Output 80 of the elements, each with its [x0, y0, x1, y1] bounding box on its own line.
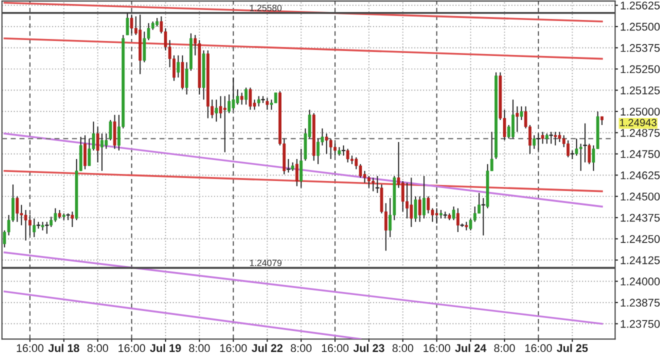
candlestick [240, 92, 244, 106]
candlestick [342, 144, 346, 156]
x-tick-label: 8:00 [189, 344, 210, 352]
y-tick-label: 1.25125 [620, 86, 660, 94]
candlestick [244, 87, 248, 106]
candlestick [286, 158, 290, 174]
candlestick [410, 177, 413, 228]
candlestick [401, 180, 404, 212]
candlestick [316, 138, 320, 165]
x-tick-label: Jul 22 [252, 344, 283, 352]
candlestick [16, 196, 19, 222]
candlestick [295, 158, 298, 187]
x-tick-label: 16:00 [220, 344, 247, 352]
x-tick-label: 16:00 [525, 344, 552, 352]
y-tick-label: 1.23875 [620, 298, 660, 307]
candlestick [520, 106, 523, 120]
ref-line-label: 1.24079 [250, 260, 282, 266]
ref-line-label: 1.25580 [250, 4, 282, 12]
candlestick [223, 96, 226, 153]
y-tick-label: 1.24500 [620, 192, 660, 201]
candlestick [300, 148, 303, 188]
candlestick [96, 126, 100, 163]
x-tick-label: Jul 24 [455, 344, 486, 352]
x-tick-label: Jul 23 [353, 344, 384, 352]
candlestick [325, 132, 328, 154]
candlestick [248, 87, 252, 110]
candlestick [219, 96, 222, 119]
x-tick-label: 16:00 [16, 344, 44, 352]
candlestick [113, 114, 116, 150]
candlestick [376, 175, 380, 194]
candlestick [536, 132, 540, 152]
x-tick-label: 16:00 [424, 344, 450, 352]
x-tick-label: Jul 19 [150, 344, 181, 352]
y-tick-label: 1.25500 [620, 22, 660, 31]
candlestick [422, 175, 426, 219]
candlestick [130, 14, 134, 34]
y-tick-label: 1.25250 [620, 65, 660, 74]
candlestick [84, 134, 87, 170]
candlestick [28, 214, 32, 236]
y-tick-label: 1.24125 [620, 256, 660, 264]
candlestick [558, 131, 562, 143]
candlestick [274, 92, 278, 104]
y-tick-label: 1.25375 [620, 44, 660, 52]
y-tick-label: 1.25625 [620, 2, 660, 10]
x-tick-label: 8:00 [290, 344, 312, 352]
y-tick-label: 1.24875 [620, 128, 660, 137]
candlestick [24, 209, 28, 242]
x-tick-label: Jul 18 [48, 344, 80, 352]
candlestick [414, 196, 418, 222]
y-tick-label: 1.24000 [620, 278, 660, 286]
y-tick-label: 1.24250 [620, 235, 660, 243]
candlestick [566, 140, 570, 158]
y-tick-label: 1.24375 [620, 214, 660, 222]
y-tick-label: 1.24625 [620, 171, 660, 180]
candlestick [108, 119, 112, 141]
candlestick [426, 196, 430, 214]
x-tick-label: 16:00 [118, 344, 146, 352]
candlestick [329, 138, 332, 160]
x-tick-label: 8:00 [87, 344, 108, 352]
candlestick [104, 132, 108, 150]
y-tick-label: 1.24750 [620, 150, 660, 158]
y-tick-label: 1.25000 [620, 108, 660, 116]
x-tick-label: Jul 25 [556, 344, 588, 352]
x-tick-label: 8:00 [392, 344, 414, 352]
candlestick [232, 76, 235, 110]
x-tick-label: 8:00 [494, 344, 515, 352]
candlestick [516, 106, 519, 132]
candlestick [228, 94, 231, 114]
candlestick [54, 208, 57, 222]
candlestick [418, 196, 422, 222]
candlestick [452, 206, 456, 221]
candlestick [142, 31, 146, 63]
candlestick [372, 177, 375, 192]
y-tick-label: 1.23750 [620, 320, 660, 328]
x-tick-label: 16:00 [322, 344, 348, 352]
candlestick [435, 208, 438, 224]
candlestick [214, 99, 218, 122]
candlestick [126, 12, 129, 36]
candlestick [176, 54, 180, 78]
text: 1.24943 [620, 118, 656, 126]
